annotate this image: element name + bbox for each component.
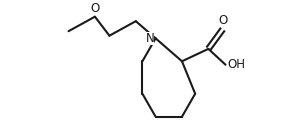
- Text: OH: OH: [228, 58, 246, 71]
- Text: O: O: [90, 2, 100, 15]
- Text: N: N: [145, 32, 154, 45]
- Text: O: O: [218, 14, 227, 27]
